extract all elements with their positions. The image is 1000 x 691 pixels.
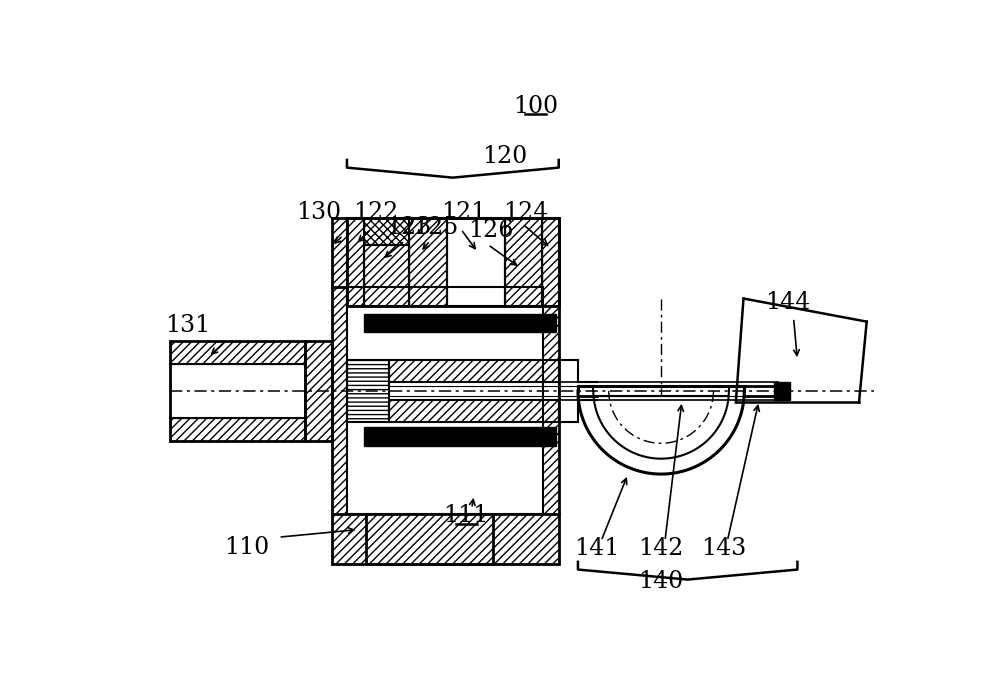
Bar [305, 341, 332, 441]
Bar [170, 364, 305, 418]
Text: 111: 111 [444, 504, 489, 527]
Text: 123: 123 [386, 216, 431, 239]
Bar [347, 360, 389, 422]
Bar [332, 218, 559, 564]
Bar [389, 360, 559, 381]
Bar [347, 360, 389, 422]
Bar [305, 341, 332, 441]
Text: 122: 122 [354, 201, 399, 224]
Bar [366, 514, 493, 564]
Bar [347, 218, 364, 306]
Text: 131: 131 [165, 314, 210, 337]
Bar [409, 218, 447, 306]
Bar [366, 514, 493, 564]
Text: 143: 143 [702, 538, 747, 560]
Text: 141: 141 [575, 538, 620, 560]
Bar [347, 287, 543, 514]
Text: 142: 142 [638, 538, 684, 560]
Bar [447, 218, 505, 306]
Bar [390, 382, 774, 399]
Bar [774, 381, 790, 400]
Bar [364, 245, 409, 306]
Bar [170, 418, 305, 441]
Bar [170, 341, 305, 441]
Bar [347, 218, 364, 306]
Text: 100: 100 [513, 95, 558, 117]
Bar [542, 218, 559, 306]
Bar [364, 427, 556, 446]
Bar [505, 218, 542, 306]
Text: 124: 124 [503, 201, 548, 224]
Text: 121: 121 [441, 201, 487, 224]
Text: 130: 130 [296, 201, 341, 224]
Bar [347, 287, 543, 514]
Text: 110: 110 [224, 536, 269, 559]
Bar [364, 314, 556, 332]
Bar [389, 360, 559, 381]
Polygon shape [578, 391, 744, 474]
Bar [389, 400, 559, 422]
Text: 144: 144 [765, 291, 811, 314]
Text: 140: 140 [638, 570, 684, 594]
Bar [364, 245, 409, 306]
Text: 125: 125 [413, 216, 458, 239]
Bar [347, 218, 559, 306]
Bar [505, 218, 542, 306]
Bar [409, 218, 447, 306]
Bar [170, 341, 305, 364]
Text: 126: 126 [468, 219, 514, 243]
Text: 120: 120 [482, 144, 527, 168]
Bar [347, 218, 559, 306]
Bar [447, 218, 505, 306]
Bar [332, 218, 559, 564]
Bar [542, 218, 559, 306]
Bar [389, 400, 559, 422]
